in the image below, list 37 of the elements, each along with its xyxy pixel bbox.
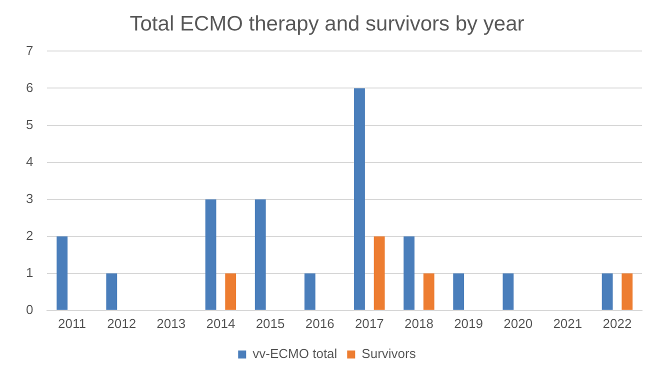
- x-tick-label: 2021: [553, 316, 582, 331]
- legend-label: Survivors: [362, 346, 416, 362]
- y-tick-label: 4: [26, 154, 34, 169]
- chart-title: Total ECMO therapy and survivors by year: [130, 12, 524, 36]
- bar: [225, 273, 236, 310]
- bar: [254, 199, 266, 310]
- x-tick-label: 2012: [107, 316, 136, 331]
- x-tick-label: 2014: [206, 316, 236, 331]
- x-tick-label: 2022: [602, 316, 632, 331]
- x-tick-label: 2013: [156, 316, 186, 331]
- legend-label: vv-ECMO total: [252, 346, 338, 362]
- y-tick-label: 7: [26, 42, 34, 58]
- y-tick-label: 0: [26, 302, 34, 317]
- bar: [354, 88, 365, 310]
- y-tick-label: 2: [26, 228, 34, 243]
- bar: [374, 236, 385, 310]
- bar: [404, 236, 414, 310]
- bar: [453, 273, 464, 310]
- x-tick-label: 2011: [58, 316, 86, 331]
- x-tick-label: 2019: [454, 316, 483, 331]
- y-tick-label: 5: [26, 116, 34, 132]
- bar: [423, 273, 434, 310]
- y-tick-label: 6: [26, 80, 34, 95]
- bar: [205, 199, 216, 310]
- x-tick-label: 2015: [256, 316, 285, 331]
- x-tick-label: 2017: [354, 316, 384, 331]
- bar: [602, 273, 613, 310]
- bar: [56, 236, 68, 310]
- bar: [106, 273, 118, 310]
- bar: [304, 273, 316, 310]
- x-tick-label: 2018: [404, 316, 434, 331]
- x-tick-label: 2020: [504, 316, 533, 331]
- y-tick-label: 3: [26, 190, 34, 206]
- bar: [502, 273, 514, 310]
- y-tick-label: 1: [26, 264, 34, 280]
- x-tick-label: 2016: [305, 316, 334, 331]
- bar: [622, 273, 633, 310]
